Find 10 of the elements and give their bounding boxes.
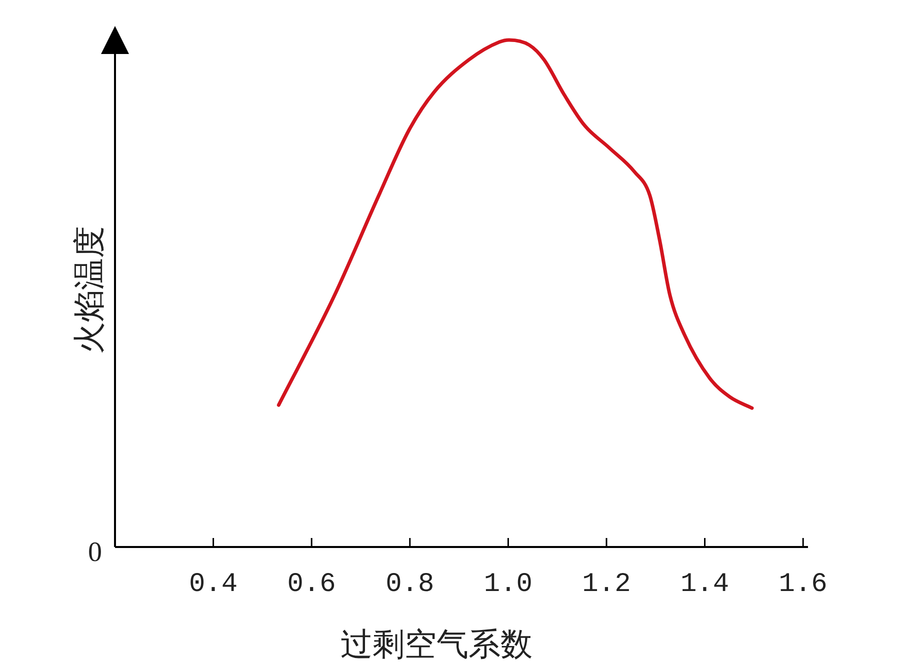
x-tick-label: 1.6 (778, 570, 828, 600)
y-axis-title: 火焰温度 (71, 226, 107, 354)
x-tick-label: 0.4 (188, 570, 238, 600)
x-axis-title: 过剩空气系数 (340, 626, 532, 662)
x-tick-label: 1.0 (484, 570, 532, 600)
text: 0 (88, 537, 102, 568)
x-tick-label: 0.6 (287, 570, 336, 600)
x-tick-label: 1.4 (680, 570, 730, 600)
x-tick-label: 1.2 (582, 570, 631, 600)
x-tick-label: 0.8 (386, 570, 434, 600)
